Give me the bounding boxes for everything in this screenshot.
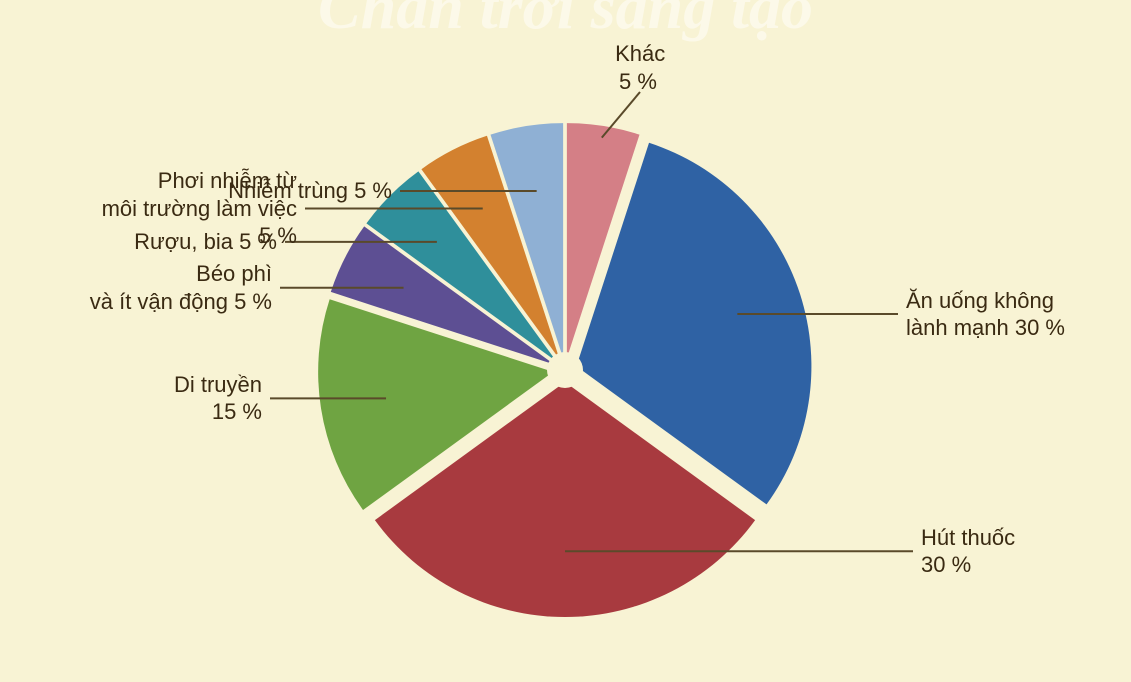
pie-slice-label: Di truyền15 % xyxy=(159,371,262,426)
pie-slice-label: Hút thuốc30 % xyxy=(921,524,1015,579)
pie-center-gap xyxy=(547,352,583,388)
pie-slice-label: Ăn uống khônglành mạnh 30 % xyxy=(906,287,1065,342)
pie-slice-label: Béo phìvà ít vận động 5 % xyxy=(66,260,272,315)
pie-slice-label: Nhiễm trùng 5 % xyxy=(220,177,392,205)
pie-slice-label: Khác5 % xyxy=(615,40,661,95)
chart-stage: { "canvas": { "width": 1131, "height": 6… xyxy=(0,0,1131,682)
